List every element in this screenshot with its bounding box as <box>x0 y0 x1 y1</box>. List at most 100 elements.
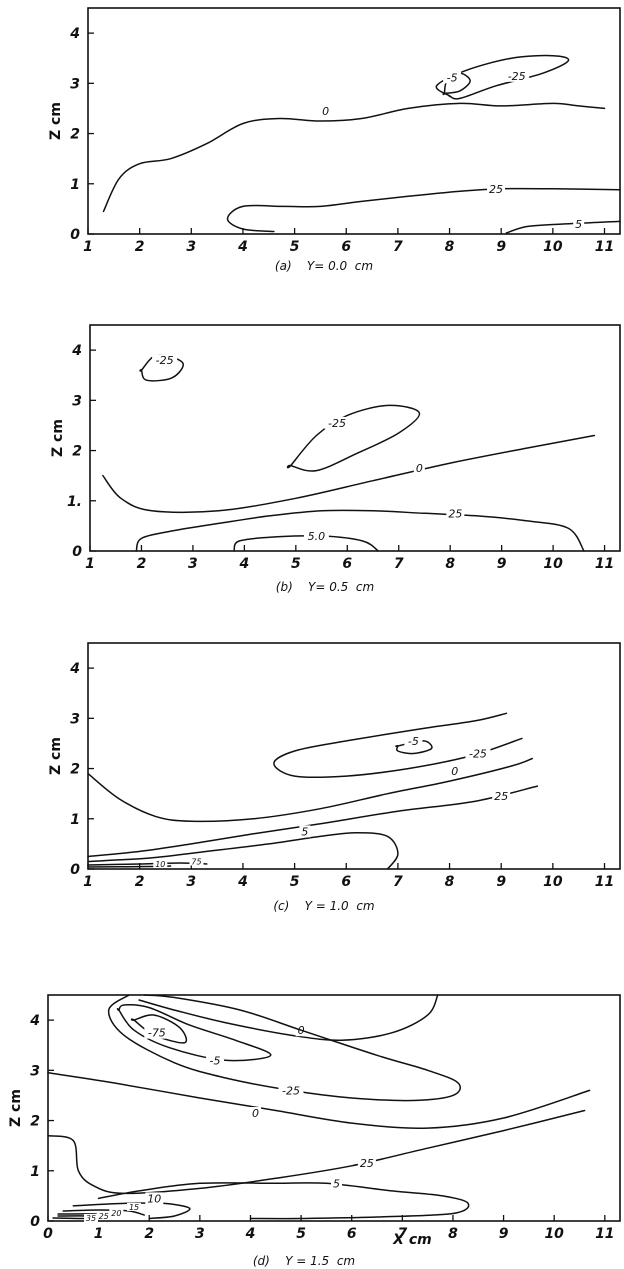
y-tick-label: 4 <box>71 343 82 359</box>
contour-label-bg <box>404 734 423 747</box>
contour-label: 0 <box>322 105 329 118</box>
contour-line-5 <box>505 220 621 234</box>
x-tick-label: 9 <box>497 556 507 572</box>
contour-line-10 <box>87 865 172 868</box>
x-tick-label: 10 <box>543 874 563 890</box>
x-tick-label: 5 <box>290 874 300 890</box>
contour-label: 5 <box>301 825 308 838</box>
contour-label-bg <box>96 1211 111 1220</box>
contour-label: 15 <box>129 1203 139 1212</box>
contour-label-bg <box>299 825 311 838</box>
plot-frame <box>87 7 621 235</box>
contour-label-bg <box>303 529 329 542</box>
contour-label: -25 <box>156 354 174 367</box>
plot-frame <box>47 994 621 1222</box>
contour-label: -5 <box>408 735 419 748</box>
contour-label: 35 <box>86 1214 96 1223</box>
y-tick-label: 2 <box>72 444 82 460</box>
x-tick-label: 11 <box>595 1226 614 1242</box>
panel-caption: (a) Y= 0.0 cm <box>275 259 373 273</box>
x-tick-label: 3 <box>195 1226 205 1242</box>
x-tick-label: 1 <box>85 556 95 572</box>
contour-label-bg <box>127 1202 142 1211</box>
contour-label: -5 <box>447 71 458 84</box>
contour-line-5.0 <box>233 534 379 552</box>
contour-label-bg <box>492 790 511 803</box>
x-tick-label: 11 <box>595 874 614 890</box>
x-tick-label: 10 <box>543 239 563 255</box>
contour-line--25 <box>286 404 421 472</box>
y-tick-label: 2 <box>70 762 80 778</box>
contour-line-25 <box>87 785 539 858</box>
contour-label-bg <box>487 182 506 195</box>
contour-label-bg <box>449 765 461 778</box>
y-axis-label: Z cm <box>8 1089 24 1127</box>
x-tick-label: 3 <box>186 874 196 890</box>
y-tick-label: 0 <box>72 544 82 560</box>
contour-label: -5 <box>210 1054 221 1067</box>
x-tick-label: 1 <box>83 874 93 890</box>
contour-label-bg <box>357 1157 376 1170</box>
contour-label: 10 <box>147 1192 161 1205</box>
x-tick-label: 7 <box>394 556 404 572</box>
y-tick-label: 3 <box>72 393 82 409</box>
x-tick-label: 7 <box>397 1226 407 1242</box>
contour-label-bg <box>446 507 465 520</box>
x-tick-label: 1 <box>94 1226 104 1242</box>
contour-label: 0 <box>451 765 458 778</box>
x-tick-label: 2 <box>135 874 145 890</box>
x-tick-label: 6 <box>341 874 351 890</box>
x-tick-label: 11 <box>595 556 614 572</box>
contour-line-25 <box>47 1109 586 1195</box>
x-tick-label: 10 <box>543 556 563 572</box>
contour-label: 25 <box>360 1157 374 1170</box>
contour-label: 5 <box>333 1177 340 1190</box>
contour-label-bg <box>465 747 491 760</box>
plot-frame <box>89 324 621 552</box>
panel-caption: (b) Y= 0.5 cm <box>276 580 374 594</box>
plot-frame <box>87 642 621 870</box>
contour-line-5 <box>87 832 399 870</box>
contour-label-bg <box>206 1054 225 1067</box>
contour-label-bg <box>152 354 178 367</box>
contour-label: -25 <box>282 1084 300 1097</box>
contour-label: 5 <box>575 218 582 231</box>
panel-b: 1 2 3 4 5 6 7 8 9 10 11 0 1. 2 3 4 Z cm -25 -25 0 25 5.0 (b) Y… <box>50 324 621 594</box>
y-tick-label: 0 <box>70 862 80 878</box>
x-tick-label: 4 <box>238 556 249 572</box>
panel-caption: (d) Y = 1.5 cm <box>253 1254 355 1268</box>
x-tick-label: 11 <box>595 239 614 255</box>
x-tick-label: 7 <box>393 239 403 255</box>
contour-line-5 <box>97 1182 470 1220</box>
x-tick-label: 6 <box>347 1226 357 1242</box>
y-tick-label: 2 <box>70 127 80 143</box>
y-tick-label: 3 <box>70 76 80 92</box>
y-tick-label: 3 <box>30 1063 40 1079</box>
y-tick-label: 0 <box>70 227 80 243</box>
x-tick-label: 1 <box>83 239 93 255</box>
contour-line-0 <box>102 434 596 514</box>
x-tick-label: 4 <box>245 1226 256 1242</box>
contour-label-bg <box>278 1084 304 1097</box>
contour-label: 10 <box>155 860 165 869</box>
x-tick-label: 5 <box>291 556 301 572</box>
contour-label-bg <box>250 1107 262 1120</box>
contour-label-bg <box>331 1177 343 1190</box>
y-tick-label: 4 <box>29 1013 40 1029</box>
y-tick-label: 1. <box>67 494 82 510</box>
contour-label: 20 <box>111 1209 121 1218</box>
x-tick-label: 8 <box>445 239 455 255</box>
contour-label-bg <box>145 1192 164 1205</box>
contour-label: 75 <box>191 857 201 866</box>
contour-line-25 <box>135 509 585 552</box>
y-tick-label: 3 <box>70 711 80 727</box>
contour-line-0 <box>102 102 606 213</box>
x-tick-label: 5 <box>290 239 300 255</box>
x-tick-label: 2 <box>144 1226 154 1242</box>
contour-label: 25 <box>494 790 508 803</box>
contour-label-bg <box>153 859 168 868</box>
x-tick-label: 2 <box>135 239 145 255</box>
contour-label: -75 <box>148 1027 166 1040</box>
